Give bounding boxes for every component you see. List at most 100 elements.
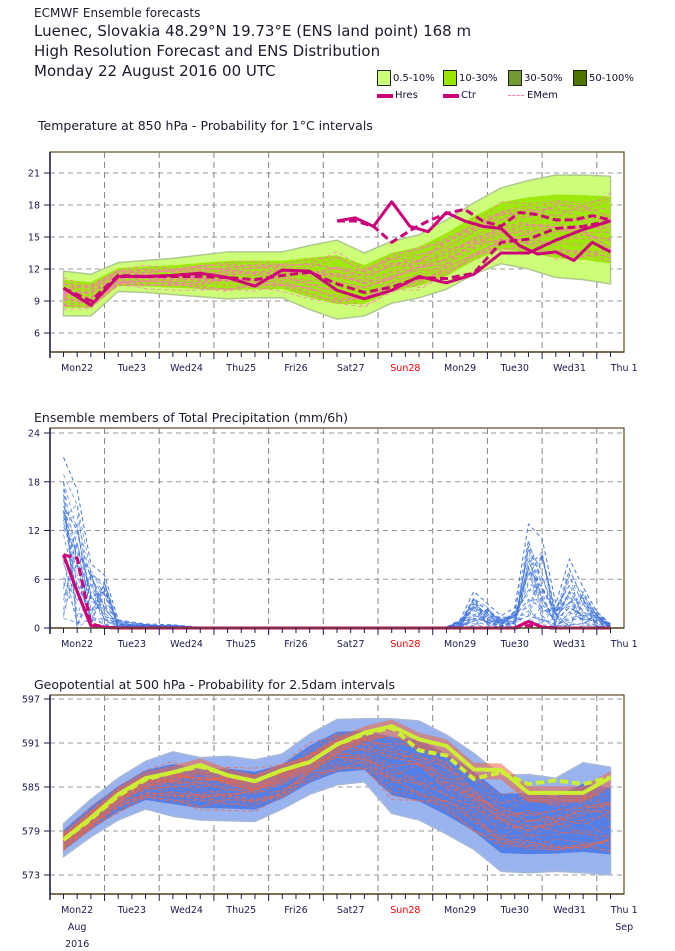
y-tick-label: 18: [28, 201, 40, 212]
legend-swatch: [573, 70, 587, 86]
header-org: ECMWF Ensemble forecasts: [34, 6, 201, 20]
legend-line-ctr: Ctr: [443, 90, 476, 101]
x-month-label: Sep: [615, 922, 633, 933]
legend-shade-3: 50-100%: [573, 70, 634, 86]
legend-line-emem: EMem: [508, 90, 558, 101]
x-day-label: Mon29: [444, 363, 476, 374]
legend-shade-0: 0.5-10%: [377, 70, 435, 86]
ensemble-member-line: [63, 735, 611, 837]
y-tick-label: 24: [28, 429, 40, 440]
x-day-label: Wed31: [553, 905, 586, 916]
ensemble-member-line: [63, 203, 611, 291]
x-day-label: Sat27: [337, 363, 365, 374]
ensemble-member-line: [63, 766, 611, 853]
y-tick-label: 585: [22, 783, 40, 794]
y-tick-label: 18: [28, 477, 40, 488]
legend-swatch: [377, 70, 391, 86]
chart-title-geopotential: Geopotential at 500 hPa - Probability fo…: [34, 677, 395, 692]
x-day-label: Mon22: [61, 905, 93, 916]
plot-frame: [49, 427, 625, 629]
legend-label: 30-50%: [524, 72, 563, 84]
chart-title-temperature: Temperature at 850 hPa - Probability for…: [38, 118, 373, 133]
x-day-label: Sun28: [390, 363, 420, 374]
ensemble-member-line: [63, 754, 611, 842]
x-day-label: Thu 1: [610, 639, 638, 650]
x-day-label: Wed31: [553, 639, 586, 650]
x-day-label: Tue30: [500, 639, 529, 650]
x-day-label: Thu25: [225, 363, 256, 374]
ensemble-member-line: [63, 757, 611, 841]
chart-panel-2: 573 579 585 591 597 Mon22 Tue23 Wed24 Thu25 Fri26…: [22, 694, 638, 950]
x-day-label: Thu 1: [610, 905, 638, 916]
x-day-label: Mon29: [444, 639, 476, 650]
ensemble-member-line: [63, 233, 611, 306]
ensemble-member-line: [63, 205, 611, 294]
x-day-label: Wed24: [170, 363, 203, 374]
series-line-hres-late: [336, 200, 612, 262]
x-day-label: Tue23: [117, 363, 146, 374]
ensemble-member-line: [63, 218, 611, 295]
x-day-label: Fri26: [284, 639, 307, 650]
x-day-label: Mon22: [61, 639, 93, 650]
x-day-label: Mon22: [61, 363, 93, 374]
y-tick-label: 0: [34, 624, 40, 635]
ensemble-member-line: [63, 753, 611, 841]
y-tick-label: 591: [22, 739, 40, 750]
y-tick-label: 15: [28, 233, 40, 244]
header-date: Monday 22 August 2016 00 UTC: [34, 62, 276, 80]
ensemble-member-line: [63, 226, 611, 299]
ensemble-member-line: [63, 199, 611, 290]
x-day-label: Sun28: [390, 639, 420, 650]
ensemble-member-line: [63, 754, 611, 848]
chart-panel-1: 0 6 12 18 24 Mon22 Tue23 Wed24 Thu25 Fri26 Sat27 Su…: [28, 427, 638, 650]
y-tick-label: 9: [34, 297, 40, 308]
ensemble-member-line: [63, 765, 611, 849]
legend-swatch: [508, 70, 522, 86]
legend-label: Hres: [395, 90, 418, 101]
probability-band-inner: [63, 730, 611, 855]
y-tick-label: 6: [34, 575, 40, 586]
ensemble-member-line: [63, 756, 611, 842]
legend-line-swatch: [377, 93, 393, 98]
x-day-label: Sat27: [337, 639, 365, 650]
legend-swatch: [443, 70, 457, 86]
ensemble-member-line: [63, 554, 611, 629]
x-day-label: Thu25: [225, 905, 256, 916]
ensemble-member-line: [63, 523, 611, 629]
legend-line-hres: Hres: [377, 90, 418, 101]
ensemble-member-line: [63, 226, 611, 301]
legend-line-swatch: [508, 95, 524, 96]
ensemble-member-line: [63, 213, 611, 294]
series-line-ctr: [62, 219, 611, 303]
y-tick-label: 573: [22, 871, 40, 882]
x-day-label: Wed24: [170, 639, 203, 650]
ensemble-member-line: [63, 503, 611, 629]
x-day-label: Tue30: [500, 363, 529, 374]
header-subtitle: High Resolution Forecast and ENS Distrib…: [34, 42, 381, 60]
x-day-label: Wed31: [553, 363, 586, 374]
legend-label: 10-30%: [459, 72, 498, 84]
x-day-label: Sun28: [390, 905, 420, 916]
y-tick-label: 6: [34, 329, 40, 340]
ensemble-member-line: [63, 238, 611, 307]
y-tick-label: 579: [22, 827, 40, 838]
ensemble-member-line: [63, 767, 611, 852]
series-line-ctr-late: [337, 207, 611, 244]
probability-band-outer: [62, 718, 612, 876]
y-tick-label: 12: [28, 526, 40, 537]
legend-line-swatch: [443, 93, 459, 98]
x-day-label: Tue30: [500, 905, 529, 916]
series-line-ctr: [62, 725, 611, 842]
ensemble-member-line: [63, 733, 611, 835]
x-day-label: Thu 1: [610, 363, 638, 374]
y-tick-label: 12: [28, 265, 40, 276]
legend-label: 50-100%: [589, 72, 634, 84]
x-day-label: Mon29: [444, 905, 476, 916]
y-tick-label: 21: [28, 169, 40, 180]
legend-label: Ctr: [461, 90, 477, 101]
ensemble-member-line: [63, 240, 611, 306]
x-day-label: Sat27: [337, 905, 365, 916]
x-day-label: Wed24: [170, 905, 203, 916]
ensemble-member-line: [63, 234, 611, 303]
